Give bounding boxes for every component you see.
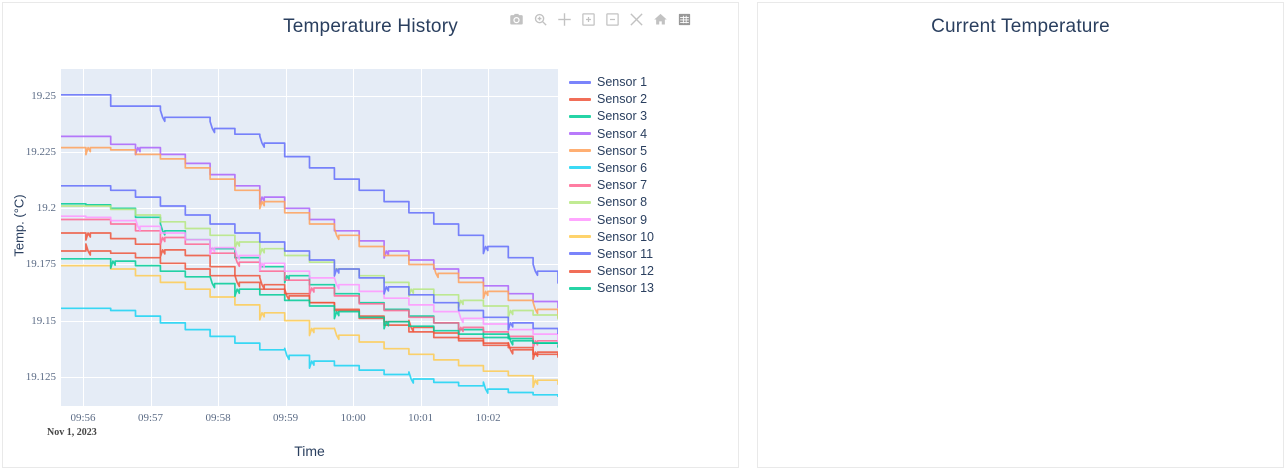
legend-item-sensor-5[interactable]: Sensor 5 [569, 144, 654, 158]
line-series-11 [61, 184, 558, 335]
legend-item-sensor-9[interactable]: Sensor 9 [569, 213, 654, 227]
x-axis-tick-label: 09:58 [205, 412, 231, 424]
legend-swatch [569, 97, 591, 101]
plotly-modebar[interactable] [508, 11, 693, 28]
horizontal-gridline [61, 376, 558, 378]
line-series-group [61, 93, 558, 397]
line-series-13 [61, 257, 558, 346]
vertical-gridline [285, 69, 287, 406]
legend-label: Sensor 10 [597, 229, 654, 244]
line-series-12 [61, 243, 558, 360]
legend-swatch [569, 183, 591, 187]
legend-item-sensor-7[interactable]: Sensor 7 [569, 178, 654, 192]
line-series-7 [61, 218, 558, 349]
legend-swatch [569, 166, 591, 170]
vertical-gridline [83, 69, 84, 406]
legend-item-sensor-1[interactable]: Sensor 1 [569, 75, 654, 89]
vertical-gridline [420, 69, 422, 406]
legend-swatch [569, 218, 591, 221]
zoom-out-icon[interactable] [604, 11, 621, 28]
legend-swatch [569, 132, 591, 136]
vertical-gridline [353, 69, 355, 406]
toggle-spikelines-icon[interactable] [676, 11, 693, 28]
legend-item-sensor-4[interactable]: Sensor 4 [569, 127, 654, 141]
line-series-10 [61, 264, 558, 389]
page-title-temperature-history: Temperature History [283, 16, 458, 37]
x-axis-title: Time [294, 443, 325, 459]
y-axis-title: Temp. (°C) [11, 194, 27, 257]
legend-swatch [569, 252, 591, 256]
reset-axes-icon[interactable] [652, 11, 669, 28]
legend-label: Sensor 3 [597, 109, 648, 124]
legend-label: Sensor 7 [597, 178, 648, 193]
x-axis-tick-label: 09:59 [273, 412, 299, 424]
page-title-current-temperature: Current Temperature [931, 16, 1110, 37]
legend-swatch [569, 200, 591, 204]
legend-label: Sensor 9 [597, 212, 648, 227]
legend-label: Sensor 11 [597, 246, 654, 261]
vertical-gridline [218, 69, 220, 406]
legend-swatch [569, 286, 591, 290]
legend-item-sensor-10[interactable]: Sensor 10 [569, 230, 654, 244]
legend-label: Sensor 1 [597, 75, 648, 89]
y-axis-tick-label: 19.2 [36, 202, 56, 215]
legend-item-sensor-11[interactable]: Sensor 11 [569, 247, 654, 261]
pan-icon[interactable] [556, 11, 573, 28]
line-series-9 [61, 215, 558, 346]
zoom-icon[interactable] [532, 11, 549, 28]
legend-label: Sensor 13 [597, 281, 654, 296]
vertical-gridline [150, 69, 152, 406]
x-axis-tick-label: 10:00 [340, 412, 366, 424]
legend-label: Sensor 2 [597, 92, 648, 107]
line-series-1 [61, 93, 558, 284]
legend-swatch [569, 269, 591, 273]
legend-swatch [569, 235, 591, 239]
x-axis-tick-label: 10:01 [408, 412, 434, 424]
line-chart-plot-area[interactable] [61, 69, 558, 406]
legend[interactable]: Sensor 1 Sensor 2 Sensor 3 Sensor 4 Sensor 5… [569, 75, 654, 295]
legend-label: Sensor 8 [597, 195, 648, 210]
y-axis-tick-label: 19.25 [31, 89, 56, 102]
x-axis-tick-label: 09:57 [137, 412, 164, 424]
legend-item-sensor-13[interactable]: Sensor 13 [569, 281, 654, 295]
y-axis-tick-label: 19.125 [25, 370, 56, 383]
legend-item-sensor-12[interactable]: Sensor 12 [569, 264, 654, 278]
line-series-2 [61, 232, 558, 358]
x-axis-tick-label: 09:56 [70, 412, 96, 424]
x-axis-date-label: Nov 1, 2023 [47, 427, 97, 438]
legend-item-sensor-8[interactable]: Sensor 8 [569, 195, 654, 209]
legend-item-sensor-2[interactable]: Sensor 2 [569, 92, 654, 106]
legend-label: Sensor 12 [597, 264, 654, 279]
current-temperature-panel: Current Temperature Sensor 1: 19.17 °CSe… [757, 2, 1284, 468]
legend-swatch [569, 114, 591, 118]
x-axis-tick-label: 10:02 [475, 412, 501, 424]
horizontal-gridline [61, 152, 558, 154]
y-axis-tick-label: 19.175 [25, 258, 56, 271]
zoom-in-icon[interactable] [580, 11, 597, 28]
temperature-history-panel: Temperature History [2, 2, 739, 468]
download-plot-icon[interactable] [508, 11, 525, 28]
line-series-6 [61, 307, 558, 397]
y-axis-tick-label: 19.15 [31, 314, 56, 327]
legend-swatch [569, 80, 591, 84]
line-series-5 [61, 146, 558, 319]
legend-item-sensor-6[interactable]: Sensor 6 [569, 161, 654, 175]
legend-label: Sensor 6 [597, 160, 648, 175]
legend-item-sensor-3[interactable]: Sensor 3 [569, 109, 654, 123]
horizontal-gridline [61, 95, 558, 97]
autoscale-icon[interactable] [628, 11, 645, 28]
y-axis-ticks: 19.25 19.225 19.2 19.175 19.15 19.125 [3, 3, 56, 473]
vertical-gridline [488, 69, 490, 406]
legend-label: Sensor 5 [597, 143, 648, 158]
legend-swatch [569, 149, 591, 153]
y-axis-tick-label: 19.225 [25, 146, 56, 159]
horizontal-gridline [61, 264, 558, 266]
legend-label: Sensor 4 [597, 126, 648, 141]
